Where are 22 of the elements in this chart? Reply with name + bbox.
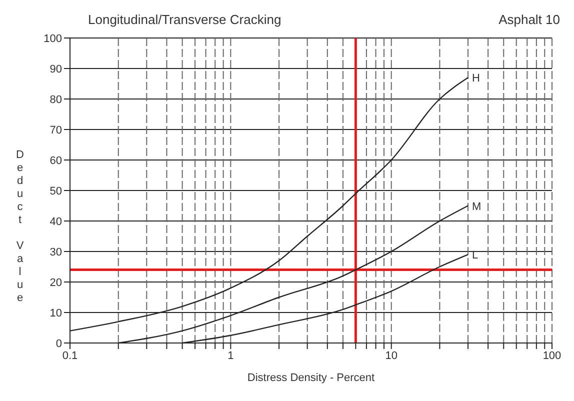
y-tick-label: 80 [50, 94, 62, 106]
y-tick-label: 10 [50, 307, 62, 320]
y-tick-label: 20 [50, 276, 62, 289]
x-tick-label: 0.1 [62, 350, 78, 362]
chart-title: Longitudinal/Transverse Cracking [88, 12, 282, 27]
y-tick-label: 40 [50, 216, 62, 228]
y-tick-label: 30 [50, 246, 62, 258]
y-tick-label: 50 [50, 185, 62, 198]
series-label: M [472, 200, 482, 213]
series-label: H [472, 72, 480, 85]
x-axis-title: Distress Density - Percent [247, 372, 375, 384]
x-tick-label: 1 [228, 350, 234, 362]
y-tick-label: 60 [50, 154, 62, 167]
chart-subtitle: Asphalt 10 [498, 12, 560, 27]
y-tick-label: 90 [50, 63, 62, 76]
text: Deduct Value [16, 149, 24, 304]
y-tick-label: 0 [56, 338, 62, 350]
x-tick-label: 10 [385, 350, 398, 362]
y-tick-label: 70 [50, 124, 62, 136]
x-tick-label: 100 [542, 350, 562, 362]
y-tick-label: 100 [44, 32, 62, 45]
series-label: L [472, 250, 478, 262]
